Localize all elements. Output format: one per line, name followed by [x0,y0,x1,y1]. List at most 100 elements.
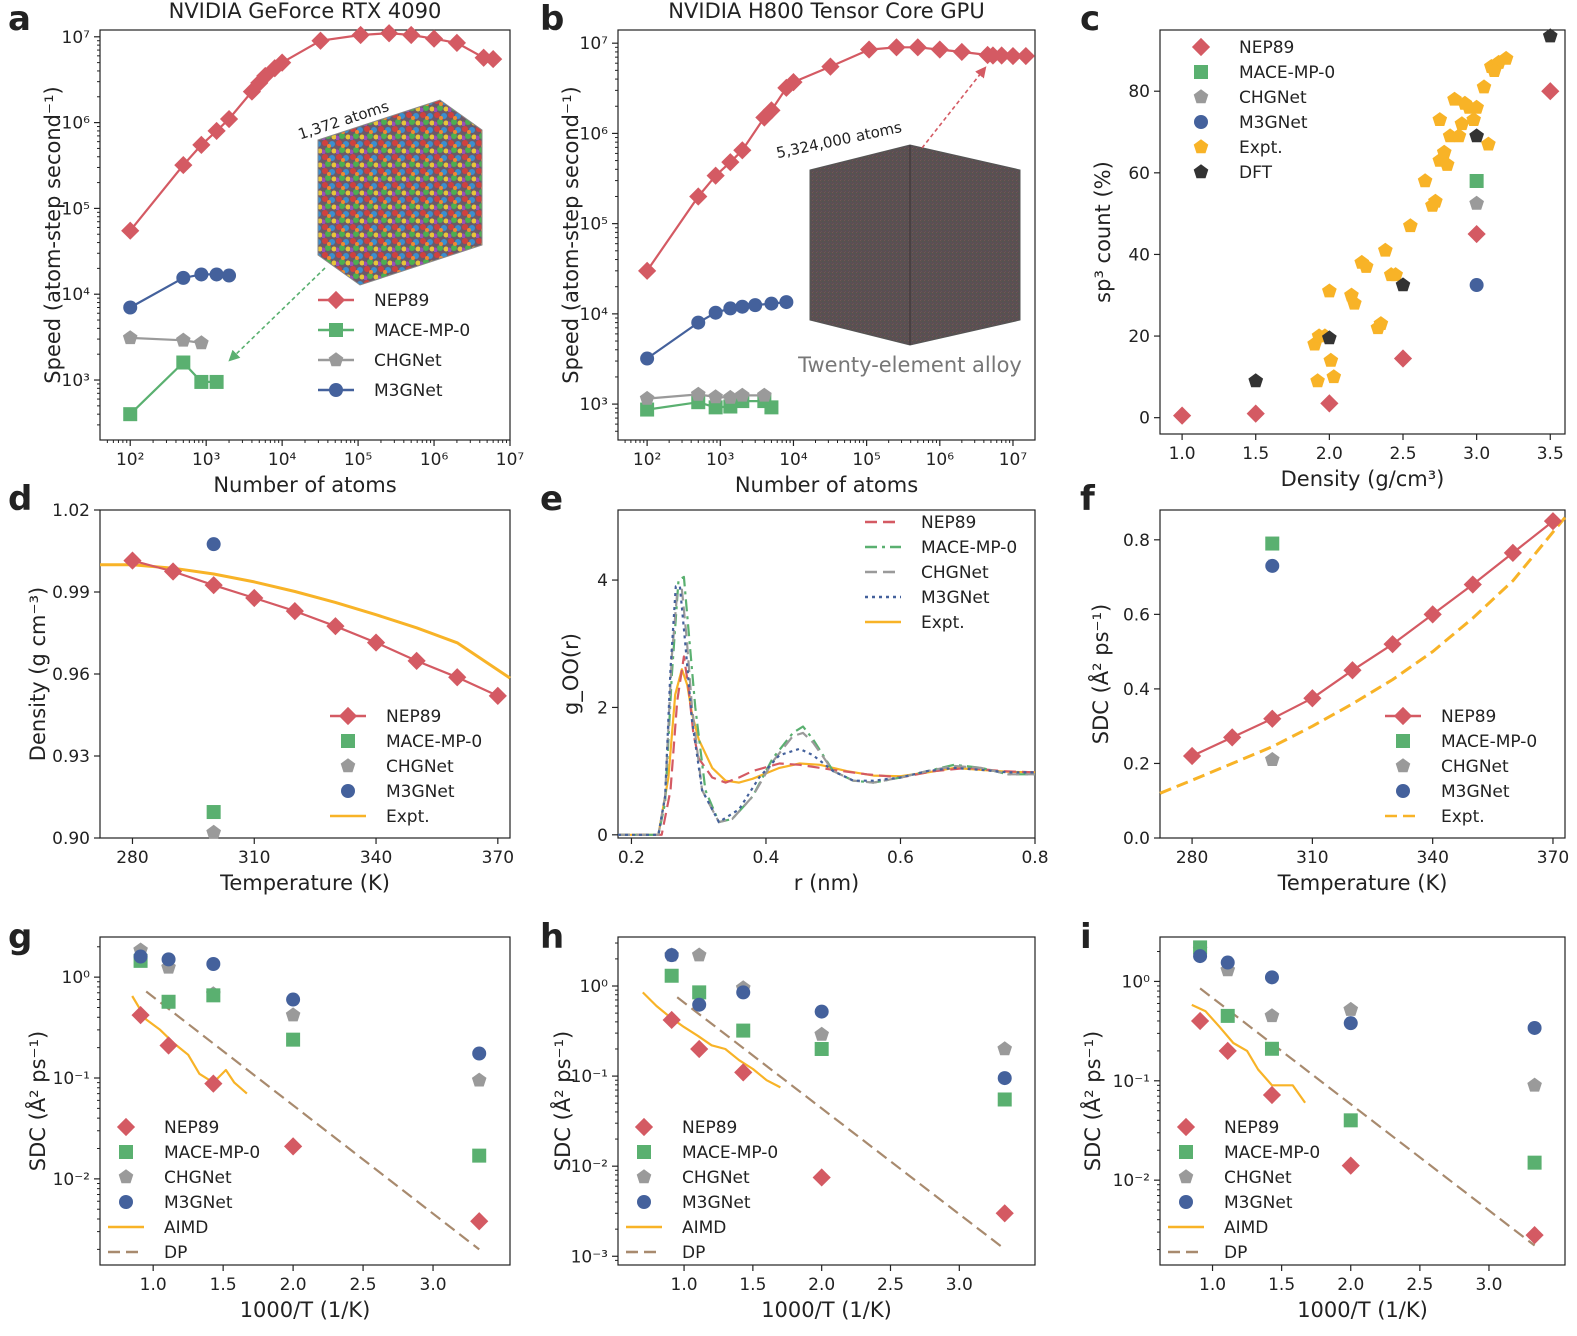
data-point [1542,28,1558,43]
data-point [488,686,507,705]
y-tick-label: 10³ [580,395,608,415]
series-expt- [1159,516,1567,795]
data-point [721,153,740,172]
legend-swatch-marker [1194,115,1208,129]
data-point [242,82,262,101]
panel-i: 1.0 1.5 2.0 2.5 3.0 10⁻² 10⁻¹ 10⁰ 1000/T (1/K) SD… [1079,917,1566,1322]
y-tick-label: 10⁴ [580,305,609,325]
series-dft [1248,28,1558,388]
x-tick-label: 280 [1176,848,1208,868]
data-point [1428,193,1443,208]
series-nep89 [1190,1011,1544,1245]
data-point [161,994,176,1009]
data-point [176,270,191,285]
legend: NEP89 MACE-MP-0 CHGNet M3GNet AIMD DP [108,1117,260,1263]
data-point [265,59,284,78]
data-point [821,57,840,76]
series-mace-mp-0 [664,968,1012,1107]
y-tick-label: 10⁶ [580,124,609,144]
x-tick-label: 3.0 [1463,444,1490,464]
data-point [952,42,971,62]
data-point [219,109,239,129]
panel-label: b [540,0,564,39]
legend-label: NEP89 [164,1118,219,1138]
x-axis-label: 1000/T (1/K) [240,1298,371,1322]
legend-swatch-marker [338,706,358,726]
legend-label: NEP89 [374,291,429,311]
legend-item: MACE-MP-0 [637,1143,778,1163]
data-point [1264,970,1279,985]
series-line [618,585,1035,836]
series-chgnet [206,824,221,839]
panel-e: 0.2 0.4 0.6 0.8 0 2 4 r (nm) g_OO(r) e NEP89 MACE-M… [540,479,1049,895]
data-point [992,46,1011,65]
series-chgnet [1265,752,1280,766]
data-point [194,267,209,282]
legend-item: DP [626,1243,705,1263]
y-axis-label: Speed (atom-step second⁻¹) [559,86,583,383]
x-tick-label: 10⁵ [852,450,880,470]
data-point [1220,955,1235,970]
data-point [1320,394,1339,413]
y-tick-label: 10⁰ [1122,972,1151,992]
data-point [1193,949,1208,964]
x-tick-label: 10⁷ [496,450,525,470]
x-tick-label: 1.0 [140,1275,167,1295]
x-tick-label: 280 [116,848,148,868]
data-point [402,25,421,45]
legend-swatch-marker [1194,65,1208,79]
legend-label: MACE-MP-0 [1441,732,1537,752]
series-m3gnet [618,585,1035,836]
panel-label: i [1080,917,1092,957]
data-point [472,1046,487,1061]
series-expt- [100,563,511,680]
data-point [734,1063,753,1082]
y-tick-label: 0.96 [52,665,90,685]
data-point [326,617,345,636]
x-tick-label: 1.0 [671,1275,698,1295]
legend-swatch-marker [329,323,343,337]
legend-swatch-marker [119,1145,133,1159]
y-tick-label: 80 [1128,82,1150,102]
legend-item: CHGNet [865,563,989,583]
y-tick-label: 60 [1128,164,1150,184]
legend-label: Expt. [1441,807,1485,827]
data-point [1498,50,1514,65]
x-tick-label: 10² [633,450,661,470]
data-point [285,1007,301,1022]
legend-label: CHGNet [921,563,989,583]
data-point [662,1010,681,1030]
legend-item: CHGNet [318,351,442,371]
x-tick-label: 2.5 [1389,444,1416,464]
legend: NEP89 MACE-MP-0 CHGNet M3GNet Expt. [865,513,1017,633]
series-nep89 [121,24,503,240]
x-tick-label: 10⁵ [344,450,372,470]
y-tick-label: 10⁻¹ [1113,1072,1150,1092]
legend-label: AIMD [164,1218,208,1238]
data-point [245,588,264,608]
legend-swatch-marker [340,758,356,773]
series-m3gnet [664,948,1012,1086]
data-point [997,1092,1012,1107]
data-point [204,576,223,595]
data-point [639,390,655,405]
x-tick-label: 0.2 [618,848,645,868]
x-tick-label: 1.0 [1199,1275,1226,1295]
data-point [209,374,224,389]
data-point [1469,99,1484,114]
axes-frame [617,29,1036,441]
legend-label: DP [164,1243,187,1263]
y-tick-label: 2 [597,698,608,718]
x-tick-label: 10³ [192,450,220,470]
legend-swatch-marker [1396,734,1410,748]
panel-label: g [8,917,32,957]
y-tick-label: 10⁴ [62,285,91,305]
y-axis-label: SDC (Å² ps⁻¹) [1087,604,1113,744]
x-tick-label: 1.5 [210,1275,237,1295]
legend-label: NEP89 [386,707,441,727]
legend-label: MACE-MP-0 [374,321,470,341]
data-point [1469,128,1484,143]
data-point [1343,661,1362,680]
series-chgnet [639,386,772,405]
legend-item: NEP89 [1385,706,1496,727]
